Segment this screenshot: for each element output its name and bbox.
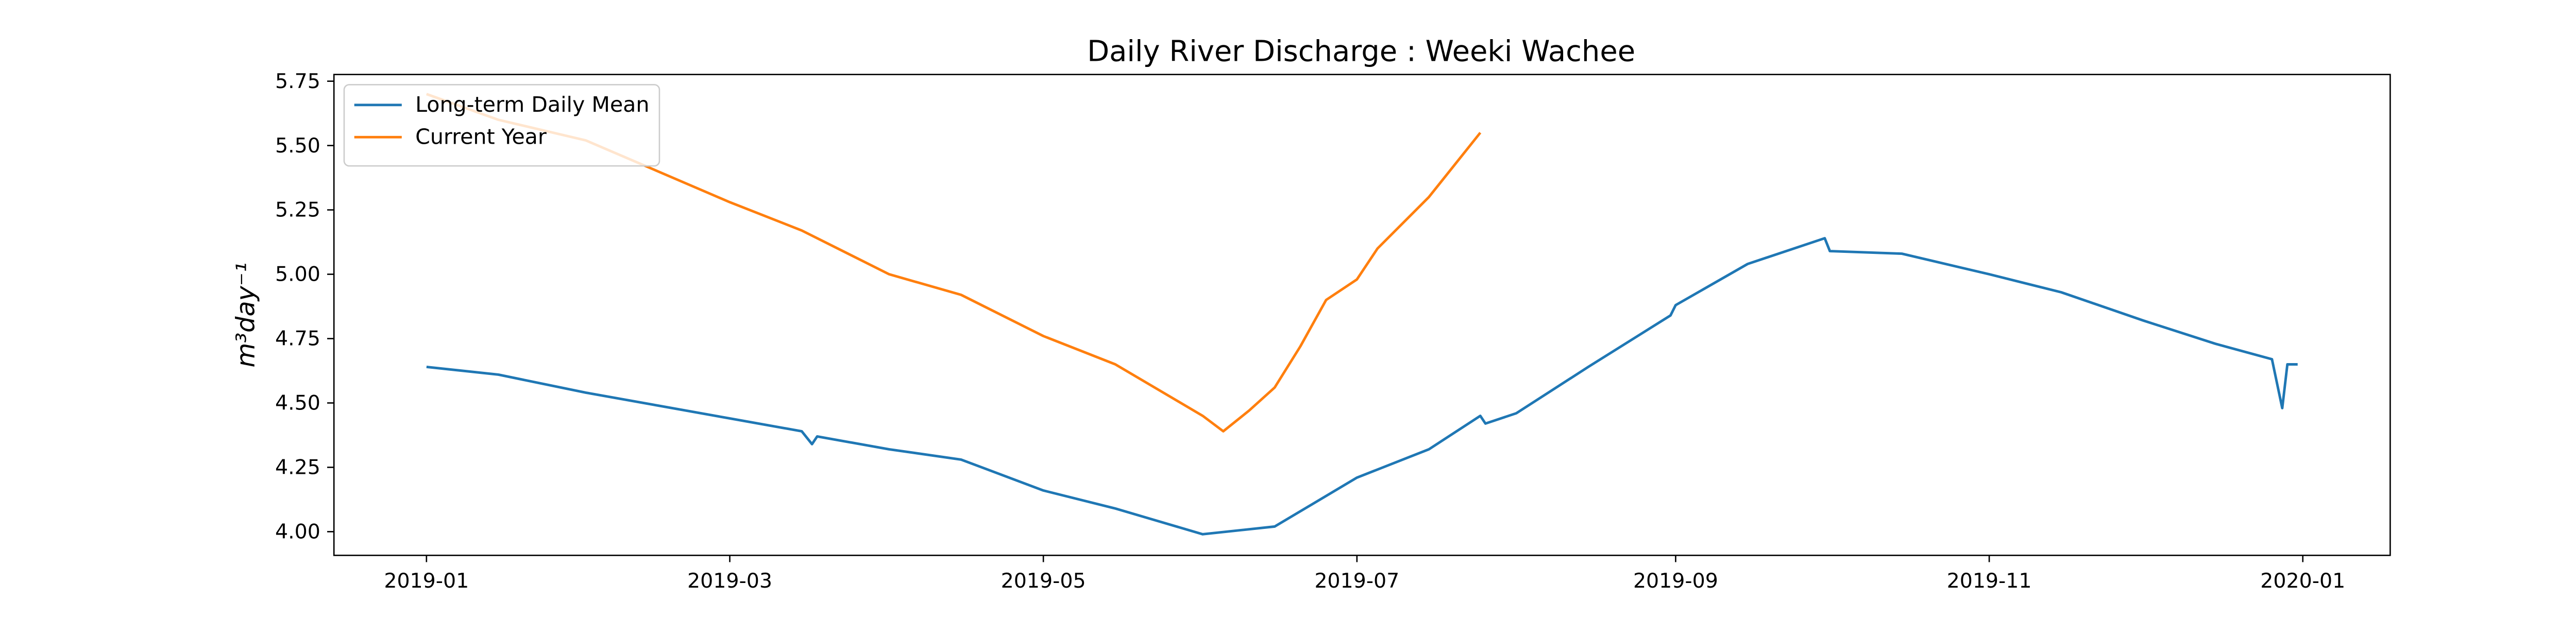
plot-frame [333,74,2391,556]
chart-title: Daily River Discharge : Weeki Wachee [1087,35,1635,68]
x-tick-label: 2019-03 [687,569,772,593]
x-tick-label: 2019-11 [1947,569,2032,593]
legend-label: Long-term Daily Mean [415,92,649,117]
legend-label: Current Year [415,124,547,149]
line-series [426,93,1482,433]
y-tick-label: 5.00 [275,263,320,286]
y-tick-label: 5.50 [275,134,320,158]
legend-box [343,84,660,167]
y-tick-label: 4.00 [275,520,320,544]
line-series [426,237,2298,536]
y-tick-label: 4.25 [275,456,320,479]
y-tick-label: 4.75 [275,327,320,351]
y-axis-label: m³day⁻¹ [231,262,261,367]
y-tick-label: 4.50 [275,391,320,415]
x-tick-label: 2019-07 [1314,569,1399,593]
y-tick-label: 5.25 [275,198,320,222]
x-tick-label: 2020-01 [2260,569,2345,593]
y-tick-label: 5.75 [275,70,320,93]
x-tick-label: 2019-09 [1633,569,1718,593]
x-tick-label: 2019-05 [1001,569,1086,593]
x-tick-label: 2019-01 [384,569,469,593]
